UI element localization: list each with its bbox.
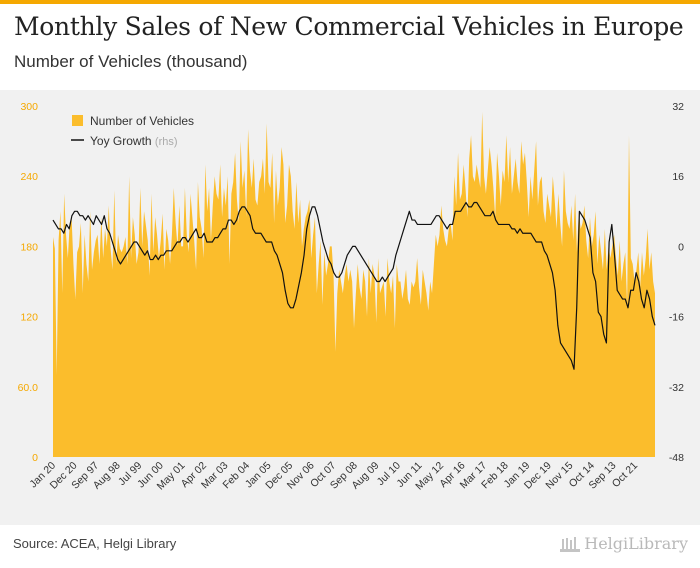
library-pillars-icon xyxy=(560,536,581,552)
source-note: Source: ACEA, Helgi Library xyxy=(13,536,177,551)
y-left-tick-label: 300 xyxy=(20,101,38,113)
legend-label-line-suffix: (rhs) xyxy=(155,136,178,148)
helgi-library-logo: HelgiLibrary xyxy=(560,534,688,553)
y-left-tick-label: 60.0 xyxy=(18,382,39,394)
y-right-tick-label: -48 xyxy=(669,452,684,464)
line-series-yoy-growth xyxy=(52,201,656,370)
legend-label-area: Number of Vehicles xyxy=(90,114,194,128)
y-left-tick-label: 180 xyxy=(20,241,38,253)
y-right-tick-label: 32 xyxy=(672,101,684,113)
legend-swatch-area xyxy=(72,115,83,126)
area-series-number-of-vehicles xyxy=(53,111,655,457)
y-left-tick-label: 0 xyxy=(32,452,38,464)
brand-name: HelgiLibrary xyxy=(584,534,688,553)
y-right-tick-label: 16 xyxy=(672,171,684,183)
y-left-tick-label: 240 xyxy=(20,171,38,183)
y-right-tick-label: 0 xyxy=(678,241,684,253)
y-right-tick-label: -32 xyxy=(669,382,684,394)
y-left-tick-label: 120 xyxy=(20,312,38,324)
legend-label-line: Yoy Growth (rhs) xyxy=(90,134,178,148)
y-right-tick-label: -16 xyxy=(669,312,684,324)
chart-title: Monthly Sales of New Commercial Vehicles… xyxy=(14,12,684,41)
top-accent-bar xyxy=(0,0,700,4)
chart-subtitle: Number of Vehicles (thousand) xyxy=(14,52,248,71)
